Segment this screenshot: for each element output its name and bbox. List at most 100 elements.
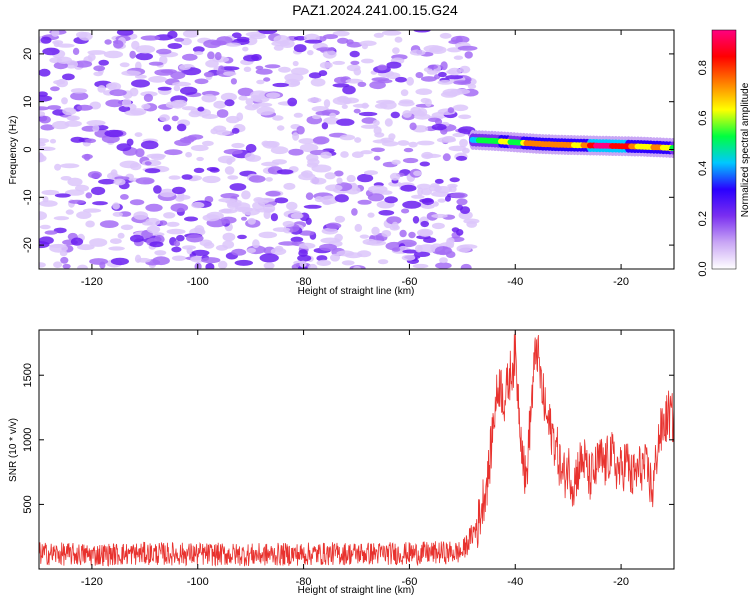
noise-blob xyxy=(135,52,153,61)
snr-x-ticks: -120 -100 -80 -60 -40 -20 xyxy=(81,330,629,588)
noise-blob xyxy=(223,148,243,155)
noise-blob xyxy=(167,30,178,39)
noise-blob xyxy=(39,142,46,147)
noise-blob xyxy=(220,216,237,224)
noise-blob xyxy=(448,145,467,152)
noise-blob xyxy=(416,140,435,146)
noise-blob xyxy=(431,123,447,131)
noise-blob xyxy=(384,196,398,204)
noise-blob xyxy=(105,99,124,108)
noise-blob xyxy=(112,211,124,217)
noise-blob xyxy=(420,97,430,104)
noise-blob xyxy=(255,208,275,213)
noise-blob xyxy=(270,247,287,256)
noise-blob xyxy=(65,209,74,215)
y-tick-label: -10 xyxy=(22,189,34,205)
snr-y-label: SNR (10 * v/v) xyxy=(8,418,19,482)
noise-blob xyxy=(201,257,221,264)
colorbar-tick-label: 0.6 xyxy=(697,110,709,125)
noise-blob xyxy=(337,37,349,44)
x-tick-label: -60 xyxy=(401,576,417,588)
noise-blob xyxy=(346,174,356,183)
noise-blob xyxy=(180,86,198,96)
noise-blob xyxy=(99,220,119,229)
noise-blob xyxy=(440,61,448,71)
noise-blob xyxy=(44,230,58,235)
noise-blob xyxy=(209,167,220,173)
noise-blob xyxy=(332,60,346,65)
noise-blob xyxy=(350,60,360,65)
noise-blob xyxy=(243,54,259,62)
noise-blob xyxy=(67,177,83,187)
noise-blob xyxy=(75,184,89,192)
noise-blob xyxy=(171,246,182,253)
noise-blob xyxy=(220,92,237,102)
noise-blob xyxy=(258,231,278,239)
noise-blob xyxy=(319,243,337,251)
noise-blob xyxy=(174,37,185,42)
x-tick-label: -100 xyxy=(187,276,209,288)
noise-blob xyxy=(68,199,86,204)
noise-blob xyxy=(39,111,46,117)
noise-blob xyxy=(321,227,338,235)
noise-blob xyxy=(134,254,142,263)
noise-blob xyxy=(54,193,71,198)
noise-blob xyxy=(194,225,205,234)
noise-blob xyxy=(377,64,388,71)
noise-blob xyxy=(50,86,60,92)
noise-blob xyxy=(116,143,132,152)
noise-blob xyxy=(76,211,92,220)
noise-blob xyxy=(458,114,472,120)
noise-blob xyxy=(77,244,95,251)
noise-blob xyxy=(120,224,134,231)
noise-blob xyxy=(420,220,430,228)
noise-blob xyxy=(39,236,54,245)
noise-blob xyxy=(373,32,384,38)
noise-blob xyxy=(181,174,193,180)
noise-blob xyxy=(263,77,271,82)
noise-blob xyxy=(218,65,225,74)
noise-blob xyxy=(190,144,209,152)
noise-blob xyxy=(270,213,278,222)
noise-blob xyxy=(149,241,164,248)
noise-blob xyxy=(272,115,284,121)
noise-blob xyxy=(83,153,91,161)
noise-blob xyxy=(222,232,236,242)
noise-blob xyxy=(376,99,395,105)
noise-blob xyxy=(413,251,431,257)
spectrogram-x-label: Height of straight line (km) xyxy=(298,286,415,297)
colorbar: 0.0 0.2 0.4 0.6 0.8 Normalized spectral ampl… xyxy=(697,29,750,277)
noise-blob xyxy=(42,47,60,56)
noise-blob xyxy=(213,100,227,109)
noise-blob xyxy=(362,238,377,245)
noise-blob xyxy=(316,255,328,262)
spectrogram-cells xyxy=(39,30,674,269)
noise-blob xyxy=(231,32,242,39)
noise-blob xyxy=(194,78,209,85)
noise-blob xyxy=(367,193,385,202)
noise-blob xyxy=(146,153,166,159)
noise-blob xyxy=(203,71,214,78)
noise-blob xyxy=(39,95,53,102)
x-tick-label: -120 xyxy=(81,276,103,288)
noise-blob xyxy=(53,216,70,221)
noise-blob xyxy=(84,138,97,144)
noise-blob xyxy=(182,53,198,61)
noise-blob xyxy=(339,134,356,141)
y-tick-label: 0 xyxy=(22,146,34,152)
figure-title: PAZ1.2024.241.00.15.G24 xyxy=(292,2,458,18)
noise-blob xyxy=(293,44,307,53)
noise-blob xyxy=(129,87,139,97)
noise-blob xyxy=(360,150,373,155)
noise-blob xyxy=(341,260,355,266)
noise-blob xyxy=(93,65,106,72)
noise-blob xyxy=(373,155,381,161)
x-tick-label: -20 xyxy=(613,576,629,588)
noise-blob xyxy=(241,190,251,200)
noise-blob xyxy=(354,137,362,143)
noise-blob xyxy=(224,99,235,107)
noise-blob xyxy=(87,171,102,179)
noise-blob xyxy=(307,97,322,103)
noise-blob xyxy=(51,30,60,37)
noise-blob xyxy=(305,217,312,225)
